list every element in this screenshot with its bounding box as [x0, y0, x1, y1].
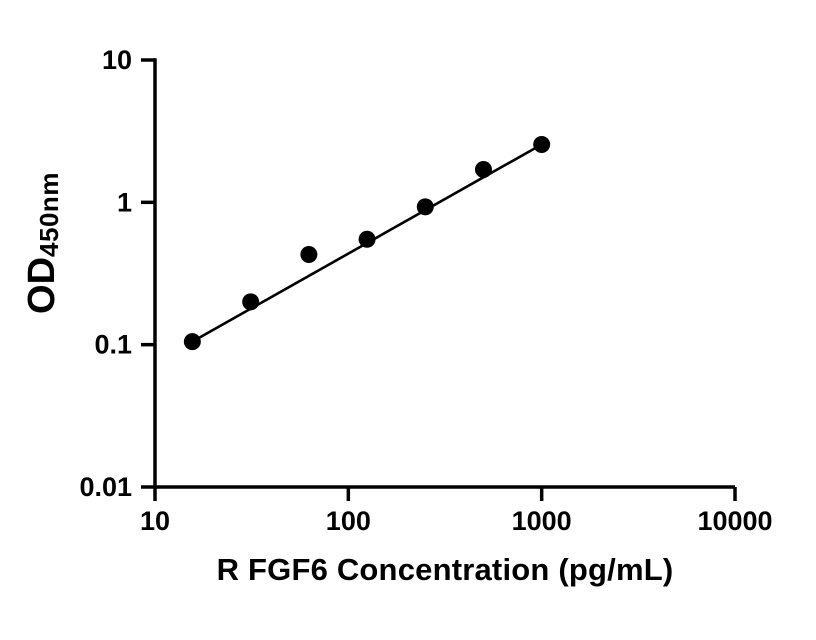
data-point: [474, 161, 492, 179]
data-point: [416, 198, 434, 216]
x-tick-label: 1000: [512, 506, 572, 536]
y-tick-label: 0.1: [94, 330, 132, 360]
x-tick-label: 10000: [697, 506, 772, 536]
y-tick-label: 0.01: [79, 472, 132, 502]
y-axis-title-subscript: 450nm: [34, 172, 64, 257]
y-axis-title-main: OD: [21, 256, 63, 314]
data-point: [242, 293, 260, 311]
y-tick-label: 10: [102, 45, 132, 75]
x-axis-title: R FGF6 Concentration (pg/mL): [216, 552, 674, 587]
x-tick-label: 100: [326, 506, 371, 536]
y-axis-title: OD450nm: [21, 172, 65, 314]
x-tick-label: 10: [140, 506, 170, 536]
data-point: [183, 333, 201, 351]
data-point: [533, 135, 551, 153]
data-point: [358, 230, 376, 248]
data-point: [300, 246, 318, 264]
y-tick-label: 1: [117, 187, 132, 217]
